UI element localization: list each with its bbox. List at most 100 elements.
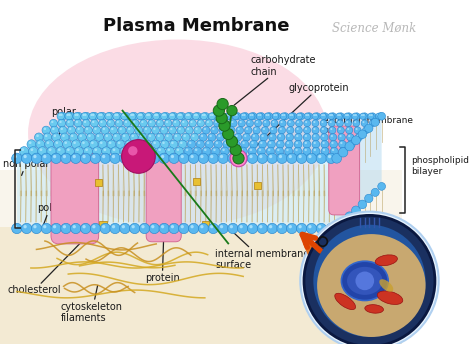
Circle shape [177, 148, 179, 151]
Circle shape [166, 135, 169, 137]
Circle shape [322, 135, 324, 137]
Circle shape [184, 147, 192, 155]
Circle shape [100, 153, 110, 163]
Circle shape [248, 121, 250, 123]
Circle shape [277, 153, 287, 163]
Circle shape [294, 140, 302, 148]
Circle shape [313, 121, 315, 123]
Circle shape [100, 223, 110, 234]
Circle shape [170, 114, 172, 116]
Circle shape [98, 114, 100, 116]
Circle shape [114, 114, 117, 116]
Circle shape [250, 113, 257, 120]
Circle shape [131, 155, 135, 158]
Text: external membrane
surface: external membrane surface [323, 116, 413, 143]
Circle shape [245, 126, 252, 134]
Circle shape [179, 153, 189, 163]
Circle shape [109, 142, 111, 144]
Circle shape [145, 113, 152, 120]
Circle shape [230, 144, 241, 155]
Circle shape [21, 153, 32, 163]
Circle shape [170, 140, 178, 148]
Circle shape [138, 147, 147, 156]
Circle shape [181, 225, 184, 228]
Circle shape [295, 120, 302, 127]
Circle shape [264, 121, 266, 123]
Circle shape [369, 113, 376, 120]
Circle shape [204, 114, 206, 116]
Circle shape [35, 133, 43, 142]
Ellipse shape [347, 267, 383, 295]
Circle shape [43, 225, 46, 228]
Circle shape [340, 142, 343, 144]
Circle shape [337, 127, 344, 134]
Circle shape [227, 105, 237, 116]
Circle shape [186, 113, 193, 120]
Circle shape [217, 133, 225, 141]
Circle shape [323, 149, 325, 151]
Circle shape [246, 128, 248, 130]
Circle shape [273, 114, 275, 116]
Circle shape [321, 147, 329, 155]
Circle shape [337, 120, 343, 127]
Circle shape [230, 155, 233, 158]
Circle shape [313, 142, 316, 144]
Circle shape [73, 225, 76, 228]
Circle shape [304, 113, 310, 120]
Circle shape [346, 121, 348, 123]
Circle shape [76, 126, 84, 134]
Circle shape [313, 128, 316, 130]
Circle shape [213, 148, 216, 151]
Circle shape [320, 113, 327, 120]
Circle shape [288, 128, 290, 130]
Polygon shape [17, 158, 337, 229]
Circle shape [186, 114, 188, 116]
Circle shape [266, 147, 274, 155]
Circle shape [353, 120, 360, 127]
Circle shape [131, 225, 135, 228]
Circle shape [328, 155, 331, 158]
Circle shape [296, 135, 298, 137]
Circle shape [62, 135, 65, 137]
Circle shape [212, 128, 215, 130]
Circle shape [287, 127, 294, 134]
Circle shape [253, 126, 260, 134]
Circle shape [296, 142, 298, 144]
Circle shape [355, 114, 357, 116]
Circle shape [223, 121, 225, 123]
Circle shape [137, 113, 144, 120]
Circle shape [259, 155, 263, 158]
Polygon shape [337, 116, 382, 229]
Circle shape [47, 147, 56, 156]
Circle shape [315, 114, 317, 116]
Circle shape [59, 114, 61, 116]
Circle shape [307, 114, 309, 116]
Circle shape [234, 113, 241, 120]
Circle shape [322, 128, 324, 130]
Circle shape [73, 155, 76, 158]
Circle shape [226, 113, 233, 120]
Circle shape [269, 155, 272, 158]
Circle shape [330, 141, 337, 148]
Circle shape [170, 113, 178, 120]
Circle shape [331, 135, 333, 137]
Circle shape [279, 135, 281, 137]
Circle shape [61, 127, 63, 130]
Circle shape [279, 225, 282, 228]
Circle shape [36, 140, 45, 149]
Circle shape [216, 142, 218, 144]
Circle shape [136, 142, 138, 144]
Circle shape [260, 142, 263, 144]
Circle shape [257, 114, 260, 116]
Circle shape [295, 127, 302, 134]
Circle shape [259, 114, 262, 116]
Circle shape [314, 113, 320, 120]
Circle shape [297, 153, 307, 163]
Circle shape [269, 133, 276, 141]
Circle shape [278, 127, 285, 134]
Circle shape [71, 223, 81, 234]
Circle shape [81, 223, 91, 234]
Circle shape [361, 114, 363, 116]
Circle shape [312, 141, 320, 148]
Circle shape [45, 135, 47, 137]
